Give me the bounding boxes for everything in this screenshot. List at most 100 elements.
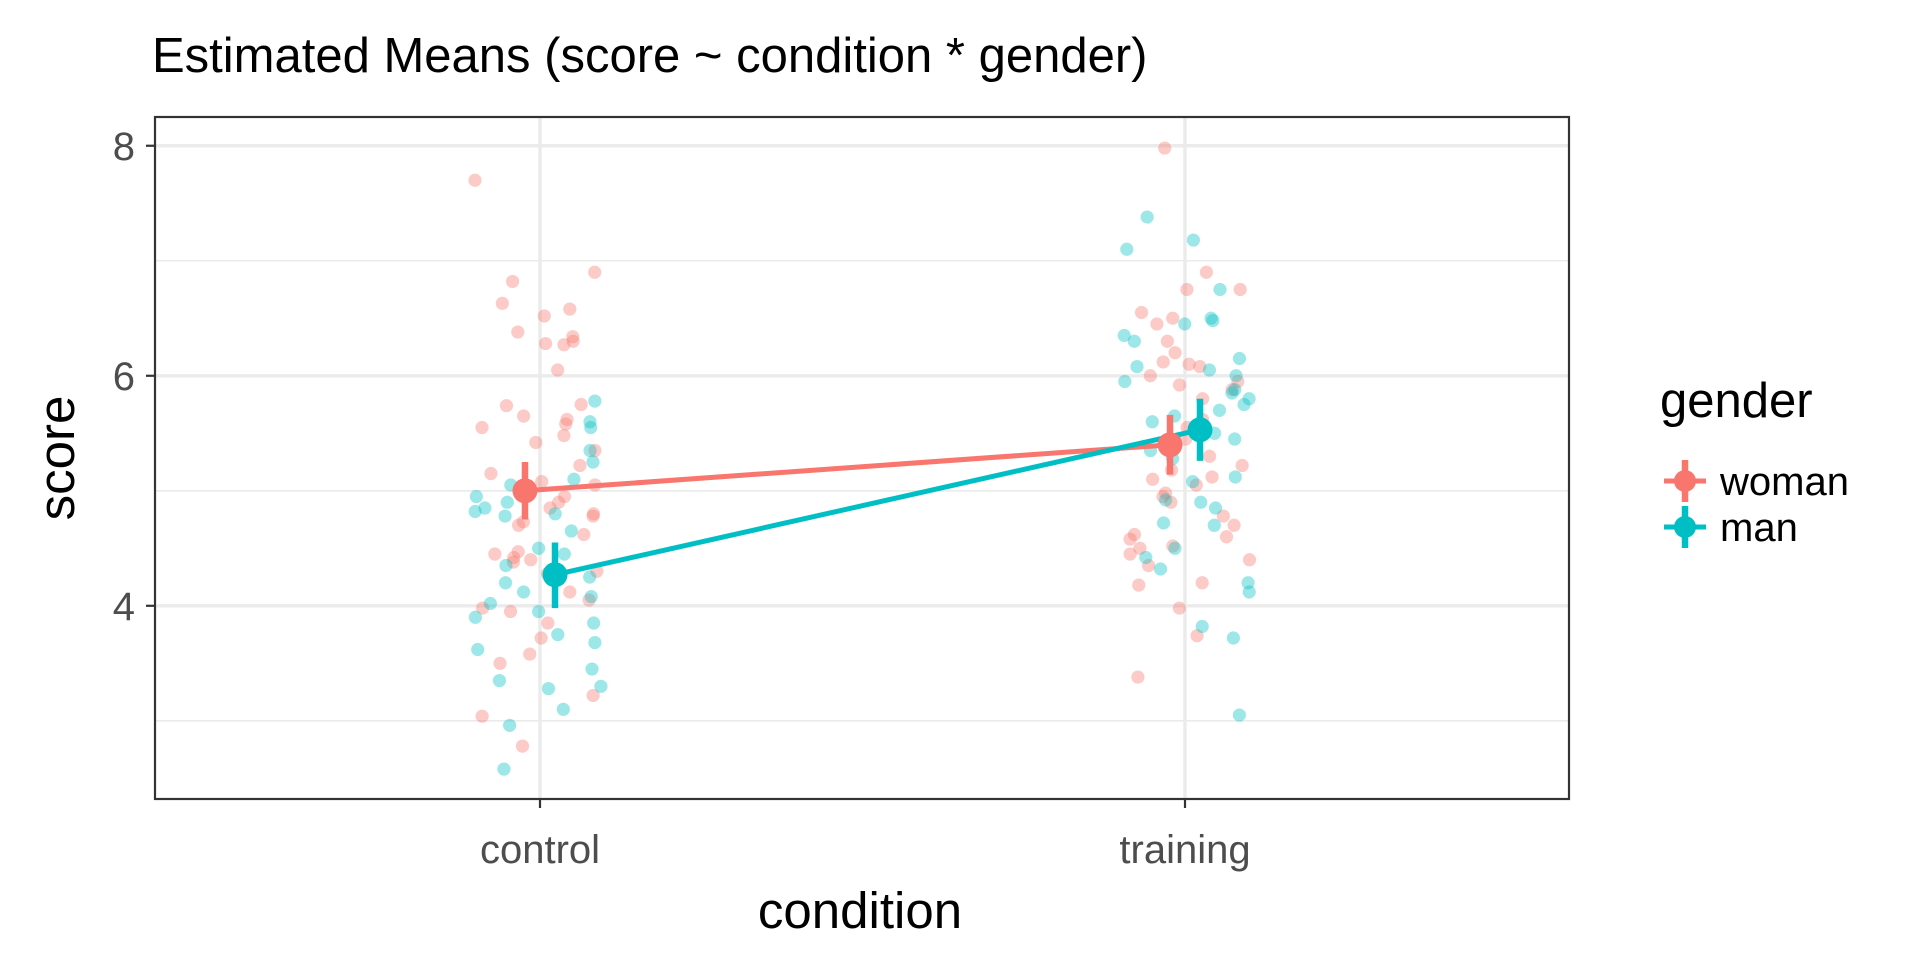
raw-point-woman — [1225, 382, 1239, 397]
raw-point-woman — [559, 417, 573, 431]
raw-point-man — [594, 679, 608, 693]
raw-point-man — [497, 762, 511, 776]
raw-point-man — [588, 394, 602, 408]
raw-point-woman — [1199, 265, 1213, 279]
raw-point-man — [1208, 501, 1223, 515]
raw-point-man — [1228, 470, 1242, 484]
raw-point-woman — [573, 458, 587, 473]
raw-point-man — [557, 547, 571, 561]
raw-point-woman — [1150, 317, 1164, 331]
raw-point-man — [1120, 242, 1134, 256]
raw-point-man — [1153, 562, 1168, 576]
raw-point-man — [587, 616, 601, 630]
raw-point-woman — [1216, 509, 1230, 523]
raw-point-woman — [1205, 470, 1219, 484]
raw-point-woman — [499, 399, 514, 413]
raw-point-man — [1140, 210, 1154, 224]
raw-point-man — [1212, 403, 1227, 417]
raw-point-man — [585, 662, 599, 676]
raw-point-man — [498, 509, 512, 523]
raw-point-woman — [586, 688, 600, 703]
raw-point-woman — [1133, 541, 1147, 555]
legend-title: gender — [1660, 374, 1813, 428]
raw-point-man — [532, 604, 546, 619]
raw-point-man — [584, 589, 598, 604]
raw-point-woman — [493, 656, 507, 670]
raw-point-woman — [524, 553, 538, 567]
raw-point-man — [1228, 382, 1242, 397]
raw-point-woman — [538, 336, 553, 351]
x-axis-label: condition — [758, 882, 962, 939]
raw-point-man — [478, 501, 492, 515]
mean-point-woman-training — [1157, 432, 1183, 458]
raw-point-man — [1206, 313, 1220, 328]
raw-point-woman — [1160, 334, 1174, 348]
raw-point-man — [1117, 328, 1131, 343]
x-tick-label: training — [1119, 828, 1250, 872]
raw-point-woman — [1189, 478, 1203, 492]
raw-point-man — [586, 455, 600, 469]
raw-point-man — [551, 627, 565, 642]
raw-point-woman — [541, 616, 555, 630]
x-tick-label: control — [480, 828, 600, 872]
raw-point-man — [583, 570, 597, 584]
raw-point-woman — [1158, 486, 1173, 500]
raw-point-woman — [1143, 369, 1157, 383]
raw-point-man — [564, 524, 578, 538]
raw-point-man — [468, 610, 482, 624]
raw-point-woman — [1233, 282, 1247, 297]
raw-point-man — [1186, 474, 1200, 489]
y-tick-label: 8 — [113, 125, 135, 169]
raw-point-woman — [1146, 472, 1160, 486]
raw-point-woman — [537, 309, 551, 323]
raw-point-man — [1232, 351, 1247, 366]
y-axis-label: score — [28, 396, 85, 521]
raw-point-man — [1168, 541, 1182, 555]
raw-point-woman — [1166, 539, 1180, 553]
raw-point-woman — [1180, 282, 1194, 297]
raw-point-woman — [1168, 346, 1182, 360]
raw-point-woman — [1156, 355, 1170, 369]
raw-point-woman — [557, 428, 571, 443]
raw-point-woman — [588, 443, 602, 458]
raw-point-woman — [1195, 576, 1209, 590]
raw-point-man — [499, 558, 513, 573]
raw-point-woman — [1242, 553, 1257, 567]
raw-point-woman — [511, 545, 525, 559]
raw-point-man — [1207, 518, 1221, 532]
raw-point-man — [1226, 631, 1240, 645]
raw-point-man — [1156, 516, 1171, 530]
raw-point-man — [500, 495, 514, 509]
mean-point-man-control — [542, 562, 568, 588]
raw-point-woman — [1127, 527, 1142, 542]
raw-point-woman — [1235, 458, 1249, 473]
raw-point-woman — [1231, 374, 1245, 389]
mean-line-man — [554, 427, 1201, 578]
raw-point-man — [1232, 708, 1246, 722]
raw-point-woman — [1193, 359, 1207, 374]
raw-point-man — [1159, 493, 1173, 507]
raw-point-man — [556, 702, 570, 716]
raw-point-man — [1241, 576, 1255, 590]
legend-label-woman: woman — [1719, 460, 1849, 504]
raw-point-woman — [560, 412, 574, 427]
raw-point-woman — [535, 474, 549, 489]
mean-lines — [524, 427, 1201, 578]
raw-point-woman — [475, 709, 489, 723]
raw-point-woman — [1164, 495, 1178, 509]
raw-point-woman — [586, 509, 600, 523]
raw-point-woman — [475, 420, 489, 435]
legend-key-point-man — [1674, 516, 1696, 538]
raw-point-man — [492, 673, 507, 688]
raw-point-woman — [1182, 357, 1196, 371]
raw-point-woman — [1172, 378, 1187, 392]
raw-point-woman — [506, 274, 520, 289]
raw-point-man — [1118, 374, 1132, 389]
raw-point-woman — [586, 507, 601, 521]
raw-point-woman — [1172, 601, 1187, 615]
raw-point-man — [1204, 311, 1218, 325]
raw-point-woman — [557, 338, 571, 352]
raw-point-woman — [523, 647, 537, 661]
raw-point-woman — [506, 555, 520, 569]
